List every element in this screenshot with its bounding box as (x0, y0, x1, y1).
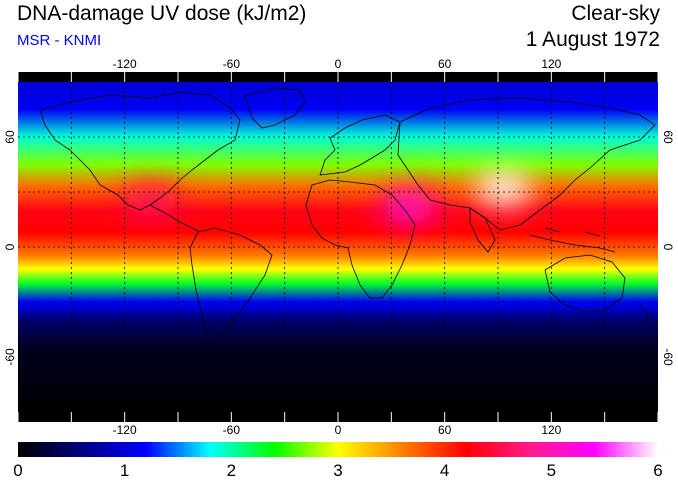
lat-label-right: 60 (661, 130, 675, 144)
lon-label-bottom: 120 (541, 423, 561, 437)
date-label: 1 August 1972 (525, 28, 660, 51)
colorbar-tick-label: 4 (440, 461, 449, 480)
lon-label-bottom: -60 (223, 423, 241, 437)
coastline-greenland (244, 87, 306, 129)
uv-hotspot-0 (475, 172, 532, 205)
map-title: DNA-damage UV dose (kJ/m2) (17, 2, 307, 25)
colorbar-tick-label: 0 (13, 461, 22, 480)
coastline-europe (319, 114, 401, 176)
lon-label-top: 120 (541, 57, 561, 71)
map-plot-area (18, 82, 658, 412)
colorbar (18, 442, 658, 457)
colorbar-tick-label: 6 (653, 461, 662, 480)
axis-labels: -120 -120 -60 -60 0 0 60 60 120 120 60 60 0 0 -60 -60 (3, 57, 675, 437)
lat-label-left: 0 (3, 243, 17, 250)
axis-ticks (17, 72, 659, 422)
colorbar-tick-label: 1 (120, 461, 129, 480)
colorbar-tick-label: 2 (227, 461, 236, 480)
lat-label-left: 60 (3, 130, 17, 144)
coastline-asia (397, 97, 656, 231)
uv-hotspot-2 (123, 185, 180, 218)
coastline-new-zealand (639, 304, 649, 329)
source-label: MSR - KNMI (17, 32, 102, 49)
lat-label-right: -60 (661, 348, 675, 366)
coastline-africa (305, 179, 416, 299)
coastline-india (469, 207, 496, 253)
lon-label-top: -120 (113, 57, 137, 71)
lat-label-left: -60 (3, 348, 17, 366)
colorbar-tick-label: 3 (333, 461, 342, 480)
sky-condition-label: Clear-sky (571, 2, 660, 25)
lat-label-right: 0 (661, 244, 675, 251)
coastline-north-america (39, 91, 241, 211)
lon-label-top: 60 (438, 57, 452, 71)
coastline-australia (544, 254, 626, 313)
coastline-maritime-asia (529, 227, 616, 253)
uv-hotspot-1 (381, 190, 438, 223)
lon-label-bottom: -120 (113, 423, 137, 437)
lon-label-top: -60 (223, 57, 241, 71)
lon-label-bottom: 60 (438, 423, 452, 437)
colorbar-tick-label: 5 (547, 461, 556, 480)
lon-label-bottom: 0 (335, 423, 342, 437)
colorbar-labels: 0 1 2 3 4 5 6 (13, 461, 662, 480)
lon-label-top: 0 (335, 57, 342, 71)
coastline-central-america (149, 204, 201, 233)
